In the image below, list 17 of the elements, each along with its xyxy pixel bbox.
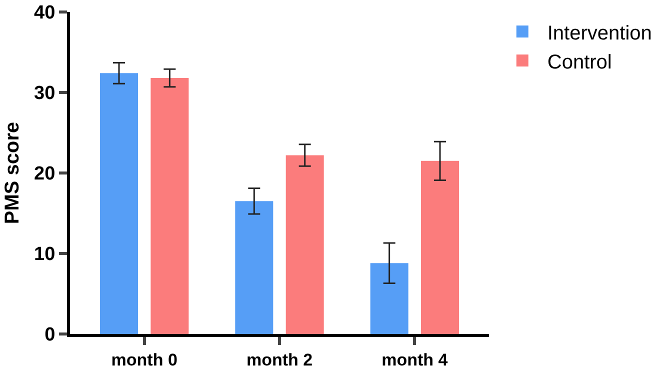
y-tick-label: 20: [34, 164, 56, 185]
y-axis-title: PMS score: [2, 122, 24, 224]
bar: [100, 73, 138, 334]
x-tick-label: month 0: [111, 350, 178, 370]
y-tick-label: 10: [34, 244, 56, 266]
bar: [421, 160, 460, 334]
bar: [235, 201, 274, 334]
bar: [286, 155, 324, 334]
x-tick-label: month 2: [246, 350, 313, 370]
legend-label: Intervention: [547, 22, 652, 44]
y-tick-label: 0: [44, 324, 56, 346]
x-tick-label: month 4: [382, 350, 448, 370]
bar: [150, 78, 189, 334]
legend-label: Control: [547, 51, 612, 74]
bar: [370, 263, 408, 334]
y-tick-label: 40: [34, 2, 56, 24]
y-tick-label: 30: [34, 83, 56, 104]
